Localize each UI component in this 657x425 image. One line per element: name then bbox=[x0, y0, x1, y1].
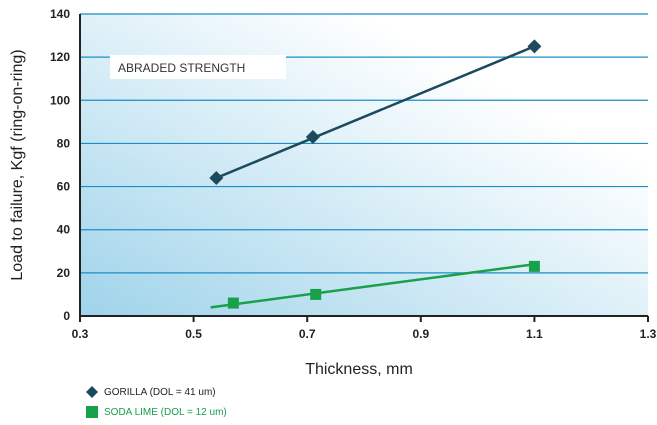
data-point-0-1 bbox=[305, 129, 320, 144]
series-0 bbox=[209, 39, 542, 185]
x-axis-label: Thickness, mm bbox=[305, 361, 413, 378]
y-tick-0: 0 bbox=[63, 309, 70, 323]
y-tick-120: 120 bbox=[50, 50, 70, 64]
data-point-0-0 bbox=[209, 170, 224, 185]
x-tick-0.5: 0.5 bbox=[185, 327, 202, 341]
x-tick-1.1: 1.1 bbox=[526, 327, 543, 341]
y-tick-60: 60 bbox=[57, 180, 71, 194]
y-tick-80: 80 bbox=[57, 136, 71, 150]
legend-item-soda-lime: SODA LIME (DOL = 12 um) bbox=[86, 406, 227, 418]
x-tick-1.3: 1.3 bbox=[640, 327, 657, 341]
data-point-1-2 bbox=[528, 260, 540, 272]
data-point-0-2 bbox=[527, 39, 542, 54]
axes bbox=[79, 14, 649, 322]
y-tick-labels: 0 20 40 60 80 100 120 140 bbox=[50, 7, 70, 323]
annotation: ABRADED STRENGTH bbox=[110, 55, 286, 79]
diamond-icon bbox=[86, 386, 98, 398]
series-line-1 bbox=[210, 262, 535, 309]
grid-lines bbox=[80, 13, 648, 274]
x-tick-0.9: 0.9 bbox=[412, 327, 429, 341]
legend-item-gorilla: GORILLA (DOL = 41 um) bbox=[86, 386, 216, 398]
series-layer bbox=[209, 39, 542, 309]
x-tick-0.7: 0.7 bbox=[299, 327, 316, 341]
y-tick-40: 40 bbox=[57, 223, 71, 237]
legend-label-soda-lime: SODA LIME (DOL = 12 um) bbox=[104, 406, 227, 418]
y-tick-140: 140 bbox=[50, 7, 70, 21]
annotation-text: ABRADED STRENGTH bbox=[118, 61, 245, 75]
x-tick-0.3: 0.3 bbox=[72, 327, 89, 341]
data-point-1-1 bbox=[310, 288, 322, 300]
y-tick-100: 100 bbox=[50, 93, 70, 107]
square-icon bbox=[86, 406, 98, 418]
x-tick-labels: 0.3 0.5 0.7 0.9 1.1 1.3 bbox=[72, 327, 657, 341]
series-1 bbox=[210, 260, 540, 309]
series-line-0 bbox=[215, 45, 535, 180]
legend-label-gorilla: GORILLA (DOL = 41 um) bbox=[104, 386, 216, 398]
data-point-1-0 bbox=[227, 297, 239, 309]
y-tick-20: 20 bbox=[57, 266, 71, 280]
y-axis-label: Load to failure, Kgf (ring-on-ring) bbox=[9, 49, 26, 280]
